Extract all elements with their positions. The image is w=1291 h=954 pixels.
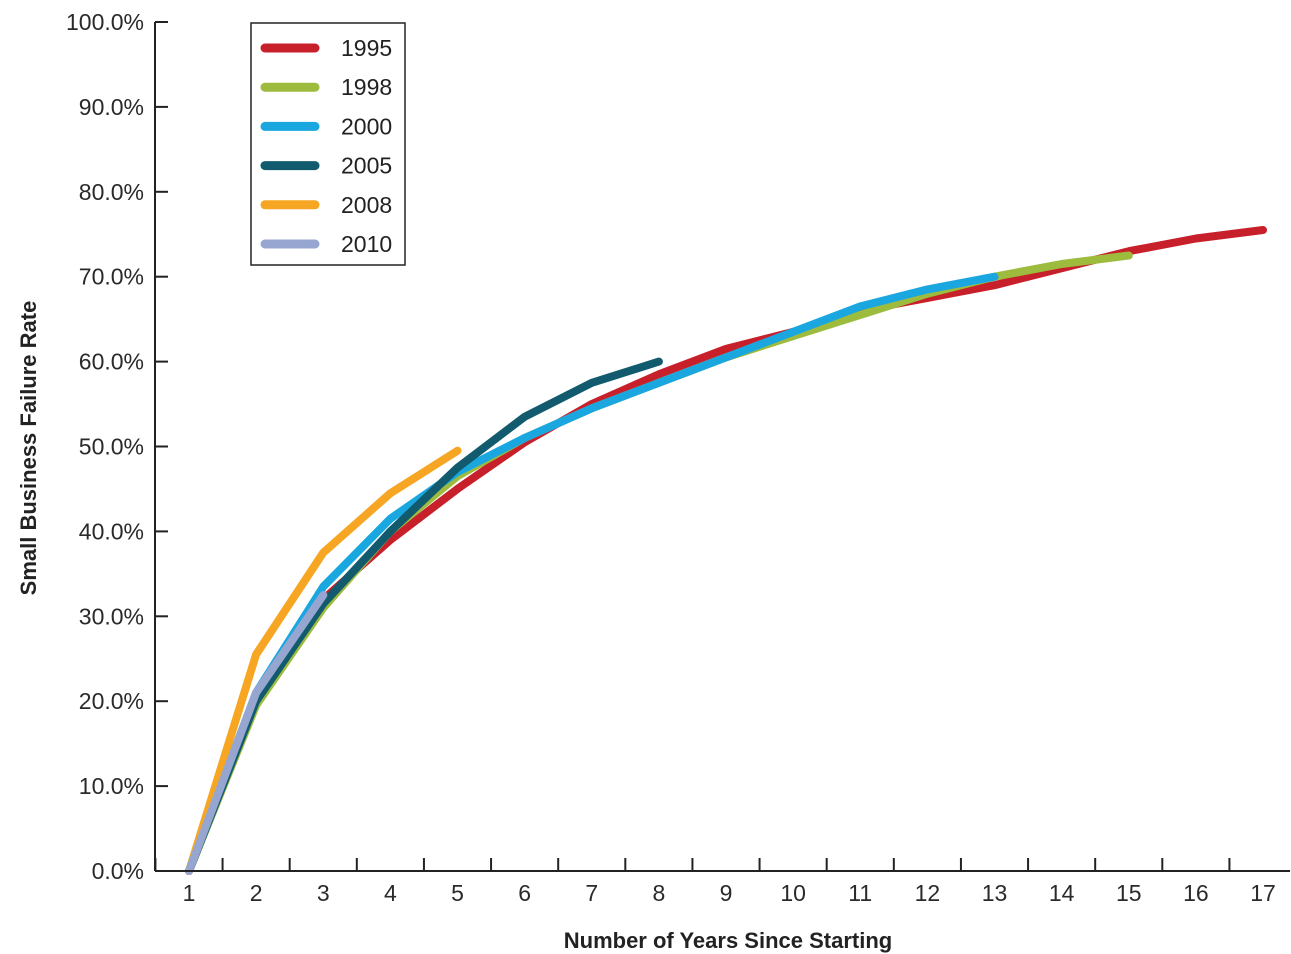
legend-label: 2008 [341, 192, 392, 218]
x-axis-title: Number of Years Since Starting [564, 928, 892, 953]
x-tick-label: 8 [652, 880, 665, 906]
y-tick-label: 40.0% [79, 518, 144, 544]
legend-label: 1998 [341, 74, 392, 100]
y-tick-label: 60.0% [79, 349, 144, 375]
x-tick-label: 15 [1116, 880, 1142, 906]
series-line-2008 [185, 446, 462, 875]
series-line-2005 [185, 357, 663, 875]
x-tick-label: 6 [518, 880, 531, 906]
x-axis-ticks: 1 2 3 4 5 6 7 8 9 10 11 12 13 14 15 16 17 [154, 858, 1276, 906]
x-tick-label: 5 [451, 880, 464, 906]
y-axis-title: Small Business Failure Rate [16, 301, 41, 596]
x-tick-label: 2 [250, 880, 263, 906]
legend-label: 1995 [341, 35, 392, 61]
legend-label: 2000 [341, 113, 392, 139]
legend-label: 2010 [341, 231, 392, 257]
x-tick-label: 4 [384, 880, 397, 906]
y-tick-label: 50.0% [79, 434, 144, 460]
x-tick-label: 12 [915, 880, 941, 906]
y-tick-label: 100.0% [66, 9, 144, 35]
y-tick-label: 80.0% [79, 179, 144, 205]
y-axis-ticks: 0.0% 10.0% 20.0% 30.0% 40.0% 50.0% 60.0% 70.0% 8… [66, 9, 168, 884]
series-lines [185, 226, 1267, 875]
x-tick-label: 17 [1250, 880, 1276, 906]
x-tick-label: 7 [585, 880, 598, 906]
x-tick-label: 10 [780, 880, 806, 906]
y-tick-label: 70.0% [79, 264, 144, 290]
series-line-2000 [185, 272, 999, 875]
legend: 1995 1998 2000 2005 2008 2010 [250, 22, 406, 266]
y-tick-label: 30.0% [79, 603, 144, 629]
x-tick-label: 11 [848, 880, 872, 906]
series-line-1995 [185, 226, 1267, 875]
series-line-1998 [185, 251, 1133, 875]
y-tick-label: 20.0% [79, 688, 144, 714]
x-tick-label: 9 [720, 880, 733, 906]
x-tick-label: 3 [317, 880, 330, 906]
series-line-2010 [185, 591, 328, 875]
x-tick-label: 1 [183, 880, 196, 906]
x-tick-label: 16 [1183, 880, 1209, 906]
legend-box [250, 22, 406, 266]
x-tick-label: 14 [1049, 880, 1075, 906]
y-tick-label: 0.0% [92, 858, 144, 884]
y-tick-label: 10.0% [79, 773, 144, 799]
x-tick-label: 13 [982, 880, 1008, 906]
y-tick-label: 90.0% [79, 94, 144, 120]
legend-label: 2005 [341, 153, 392, 179]
